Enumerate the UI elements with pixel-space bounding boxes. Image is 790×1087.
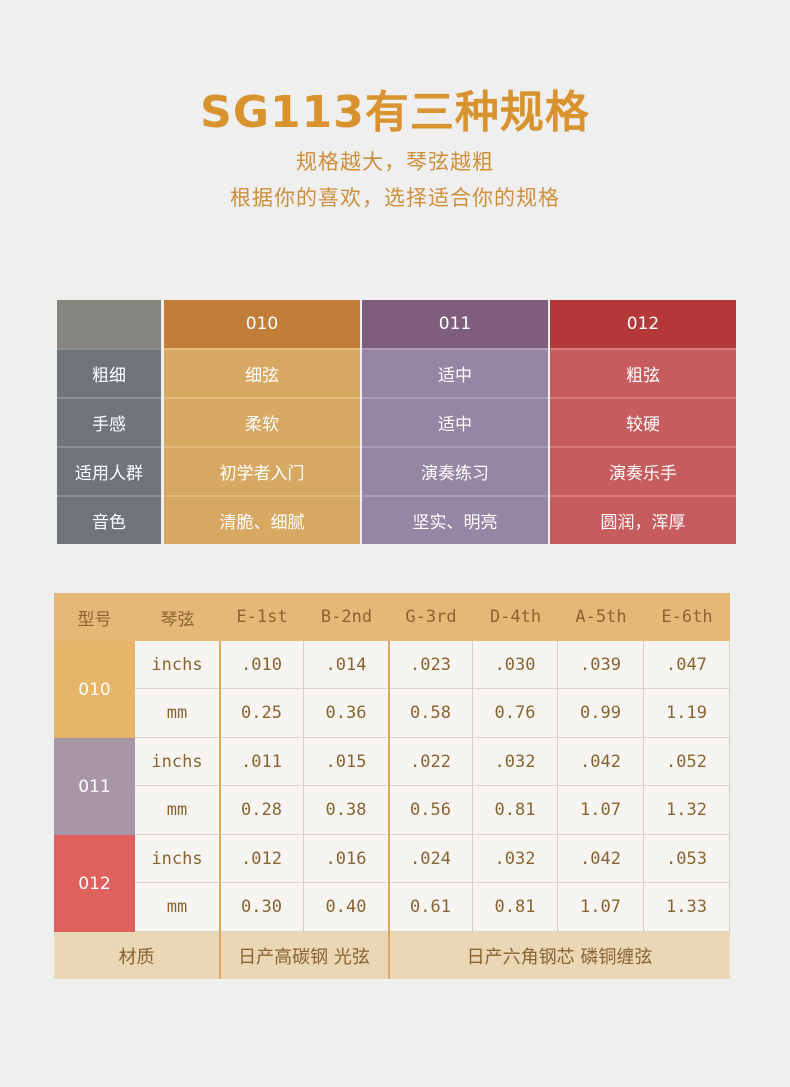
value-cell: .042 [558,738,644,786]
value-cell: .047 [644,641,730,689]
value-cell: .030 [473,641,558,689]
value-cell: .011 [220,738,304,786]
value-cell: 0.61 [389,883,473,932]
divider [388,641,390,979]
value-cell: .010 [220,641,304,689]
unit-mm: mm [135,786,220,835]
value-cell: .032 [473,738,558,786]
row-label: 粗细 [57,348,161,397]
value-cell: .016 [304,835,389,883]
value-cell: .023 [389,641,473,689]
value-cell: 0.30 [220,883,304,932]
unit-inchs: inchs [135,738,220,786]
value-cell: 0.99 [558,689,644,738]
value-cell: 0.40 [304,883,389,932]
group-010-label: 010 [54,641,135,738]
value-cell: .042 [558,835,644,883]
value-cell: .015 [304,738,389,786]
gauge-table: 型号 琴弦 E-1st B-2nd G-3rd D-4th A-5th E-6t… [54,593,730,979]
value-cell: .032 [473,835,558,883]
unit-inchs: inchs [135,641,220,689]
header-e1: E-1st [220,593,304,641]
header-012: 012 [550,300,736,348]
value-cell: 0.28 [220,786,304,835]
group-011-label: 011 [54,738,135,835]
header-a5: A-5th [558,593,644,641]
unit-inchs: inchs [135,835,220,883]
value-cell: 0.81 [473,883,558,932]
material-wound-strings: 日产六角钢芯 磷铜缠弦 [389,932,730,979]
header-blank [57,300,161,348]
cell-010: 柔软 [164,397,360,446]
divider [219,641,221,979]
value-cell: 0.76 [473,689,558,738]
cell-010: 清脆、细腻 [164,495,360,544]
header-b2: B-2nd [304,593,389,641]
row-label: 音色 [57,495,161,544]
value-cell: 1.07 [558,786,644,835]
page-title: SG113有三种规格 [200,87,590,138]
value-cell: 1.32 [644,786,730,835]
header-d4: D-4th [473,593,558,641]
value-cell: 0.38 [304,786,389,835]
cell-011: 适中 [362,397,548,446]
unit-mm: mm [135,689,220,738]
value-cell: .052 [644,738,730,786]
value-cell: 1.19 [644,689,730,738]
cell-012: 圆润，浑厚 [550,495,736,544]
cell-010: 细弦 [164,348,360,397]
subtitle-2: 根据你的喜欢，选择适合你的规格 [230,186,560,210]
cell-012: 粗弦 [550,348,736,397]
header-e6: E-6th [644,593,730,641]
header-model: 型号 [54,593,135,641]
value-cell: 1.33 [644,883,730,932]
header-011: 011 [362,300,548,348]
header-string: 琴弦 [135,593,220,641]
value-cell: .039 [558,641,644,689]
row-label: 适用人群 [57,446,161,495]
value-cell: .053 [644,835,730,883]
material-label: 材质 [54,932,220,979]
value-cell: .012 [220,835,304,883]
cell-012: 较硬 [550,397,736,446]
value-cell: 0.58 [389,689,473,738]
unit-mm: mm [135,883,220,932]
value-cell: 0.36 [304,689,389,738]
value-cell: 0.81 [473,786,558,835]
value-cell: .024 [389,835,473,883]
group-012-label: 012 [54,835,135,932]
value-cell: 0.56 [389,786,473,835]
cell-011: 适中 [362,348,548,397]
spec-comparison-table: 010 011 012 粗细 细弦 适中 粗弦 手感 柔软 适中 较硬 适用人群… [57,300,736,544]
cell-011: 坚实、明亮 [362,495,548,544]
value-cell: 1.07 [558,883,644,932]
header-010: 010 [164,300,360,348]
value-cell: .022 [389,738,473,786]
subtitle-1: 规格越大，琴弦越粗 [296,150,494,174]
cell-011: 演奏练习 [362,446,548,495]
value-cell: 0.25 [220,689,304,738]
header-g3: G-3rd [389,593,473,641]
row-label: 手感 [57,397,161,446]
value-cell: .014 [304,641,389,689]
cell-010: 初学者入门 [164,446,360,495]
material-plain-strings: 日产高碳钢 光弦 [220,932,389,979]
cell-012: 演奏乐手 [550,446,736,495]
